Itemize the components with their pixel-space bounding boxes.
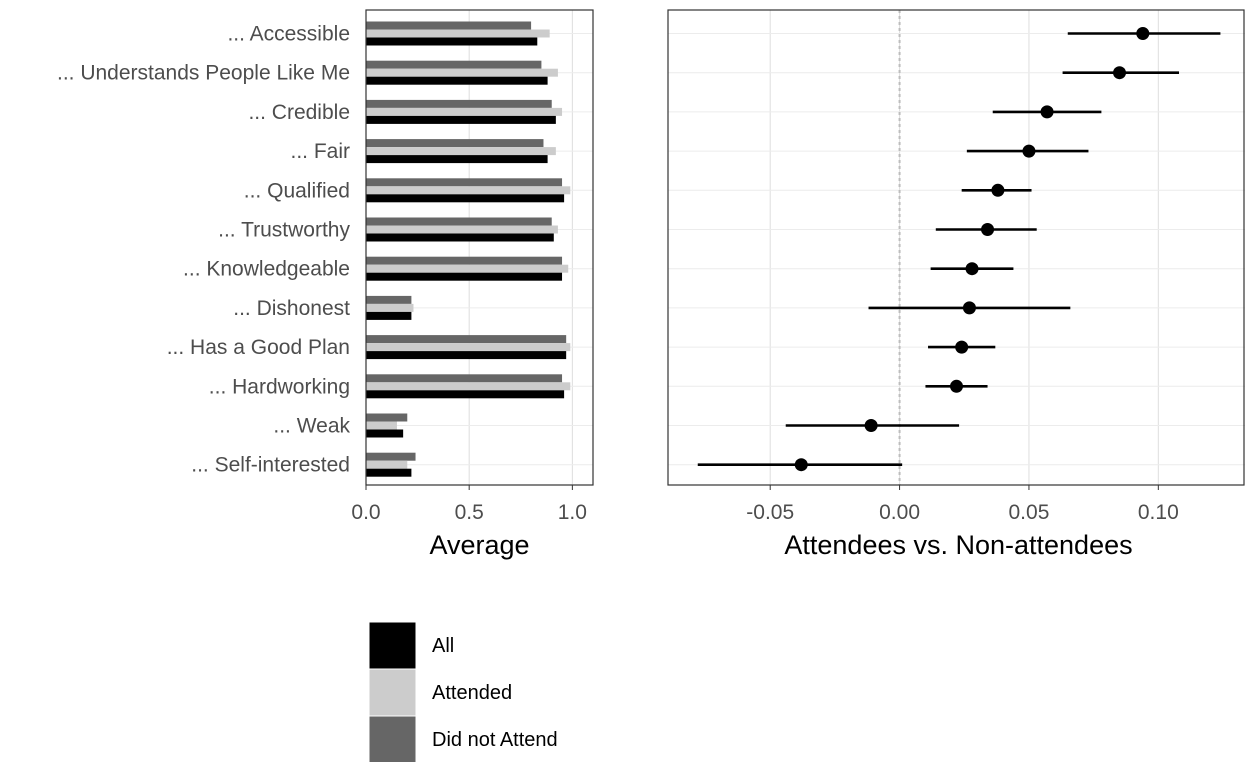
bar-did-not-attend [366, 217, 552, 226]
bar-did-not-attend [366, 413, 408, 422]
bar-attended [366, 382, 571, 391]
category-label: ... Knowledgeable [183, 258, 350, 281]
bar-all [366, 311, 412, 320]
bar-marks [366, 21, 571, 477]
category-label: ... Accessible [227, 23, 350, 46]
bar-attended [366, 460, 408, 469]
category-label: ... Self-interested [191, 454, 350, 477]
category-label: ... Hardworking [209, 375, 350, 398]
difference-estimate-point [794, 458, 808, 472]
difference-estimate-point [1040, 105, 1054, 119]
category-label: ... Weak [273, 415, 350, 438]
bar-all [366, 194, 565, 203]
bar-attended [366, 29, 550, 38]
bar-all [366, 233, 554, 242]
bar-did-not-attend [366, 295, 412, 304]
chart-legend: All Attended Did not Attend [368, 621, 558, 762]
bar-did-not-attend [366, 21, 532, 30]
bar-did-not-attend [366, 452, 416, 461]
difference-tick-label: 0.05 [1009, 501, 1050, 524]
legend-label: Attended [432, 682, 512, 704]
bar-all [366, 155, 548, 164]
legend-label: All [432, 635, 454, 657]
category-labels: ... Accessible ... Understands People Lik… [57, 23, 350, 477]
category-label: ... Trustworthy [218, 219, 350, 242]
difference-tick-label: 0.10 [1138, 501, 1179, 524]
bar-panel-x-ticks: 0.0 0.5 1.0 [351, 485, 587, 524]
category-label: ... Credible [248, 101, 350, 124]
bar-tick-label: 1.0 [558, 501, 587, 524]
category-label: ... Qualified [244, 179, 350, 202]
bar-did-not-attend [366, 99, 552, 108]
difference-panel: -0.05 0.00 0.05 0.10 Attendees vs. Non-atte… [667, 9, 1245, 560]
bar-attended [366, 264, 569, 273]
difference-panel-x-ticks: -0.05 0.00 0.05 0.10 [746, 485, 1179, 524]
difference-estimate-point [955, 340, 969, 354]
bar-tick-label: 0.5 [455, 501, 484, 524]
bar-all [366, 429, 404, 438]
bar-panel-x-title: Average [429, 530, 529, 560]
bar-panel-border [365, 9, 594, 486]
difference-estimate-point [962, 301, 976, 315]
bar-all [366, 37, 538, 46]
bar-all [366, 76, 548, 85]
legend-label: Did not Attend [432, 729, 558, 751]
bar-all [366, 272, 563, 281]
bar-attended [366, 147, 556, 156]
bar-all [366, 390, 565, 399]
bar-attended [366, 343, 571, 352]
difference-estimate-point [1022, 144, 1036, 158]
difference-tick-label: -0.05 [746, 501, 794, 524]
difference-panel-border [667, 9, 1245, 486]
bar-all [366, 468, 412, 477]
bar-did-not-attend [366, 256, 563, 265]
difference-estimate-point [1113, 66, 1127, 80]
difference-estimate-point [1136, 27, 1150, 40]
difference-estimate-point [965, 262, 979, 276]
difference-tick-label: 0.00 [879, 501, 920, 524]
bar-did-not-attend [366, 335, 567, 344]
difference-estimate-point [991, 183, 1005, 197]
difference-panel-x-title: Attendees vs. Non-attendees [784, 530, 1132, 560]
bar-all [366, 115, 556, 124]
difference-estimate-point [981, 223, 995, 236]
bar-did-not-attend [366, 139, 544, 148]
legend-swatch [368, 668, 417, 717]
category-label: ... Has a Good Plan [167, 336, 350, 359]
bar-did-not-attend [366, 178, 563, 187]
bar-attended [366, 186, 571, 195]
category-label: ... Understands People Like Me [57, 62, 350, 85]
difference-estimate-point [864, 419, 878, 432]
bar-attended [366, 421, 397, 430]
bar-attended [366, 107, 563, 116]
bar-attended [366, 225, 558, 234]
bar-tick-label: 0.0 [351, 501, 380, 524]
bar-did-not-attend [366, 60, 542, 69]
bar-did-not-attend [366, 374, 563, 383]
average-bar-panel: ... Accessible ... Understands People Lik… [57, 9, 594, 560]
category-label: ... Dishonest [233, 297, 350, 320]
difference-panel-grid [668, 10, 1245, 485]
bar-attended [366, 68, 558, 77]
bar-attended [366, 303, 414, 312]
difference-intervals [697, 27, 1221, 472]
category-label: ... Fair [290, 140, 350, 163]
bar-all [366, 351, 567, 360]
difference-estimate-point [950, 379, 963, 393]
legend-swatch [368, 621, 417, 670]
legend-swatch [368, 715, 417, 762]
